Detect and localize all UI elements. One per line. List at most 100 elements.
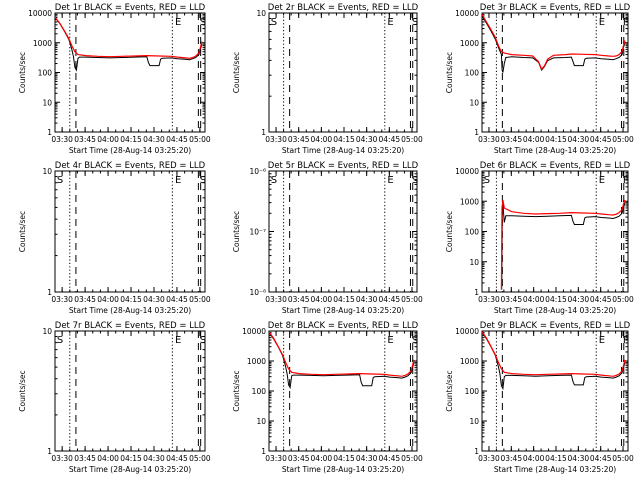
panel-title: Det 3r BLACK = Events, RED = LLD — [480, 3, 631, 13]
x-tick-label: 04:45 — [379, 295, 401, 304]
plot-frame — [54, 170, 206, 293]
y-tick-label: 1000 — [33, 39, 52, 48]
time-marker-label: E — [599, 17, 605, 28]
series-line-lld — [500, 199, 626, 290]
x-tick-label: 04:30 — [356, 454, 378, 463]
x-tick-label: 04:00 — [523, 454, 545, 463]
time-marker-label: E — [175, 335, 181, 346]
time-marker-label: S — [412, 17, 418, 28]
x-tick-label: 05:00 — [401, 454, 423, 463]
y-tick-label: 1 — [474, 128, 479, 137]
x-tick-label: 04:45 — [590, 454, 612, 463]
x-tick-label: 03:30 — [51, 454, 73, 463]
x-tick-label: 03:45 — [500, 454, 522, 463]
x-tick-label: 03:45 — [500, 295, 522, 304]
panel-title: Det 6r BLACK = Events, RED = LLD — [480, 161, 631, 171]
x-tick-label: 04:00 — [311, 454, 333, 463]
x-tick-label: 04:15 — [120, 454, 142, 463]
x-tick-label: 04:45 — [379, 454, 401, 463]
x-tick-label: 04:30 — [568, 454, 590, 463]
x-tick-label: 04:15 — [545, 295, 567, 304]
plot-frame — [481, 12, 629, 133]
series-line-lld — [55, 16, 203, 59]
y-tick-label: 1 — [261, 128, 266, 137]
x-tick-label: 05:00 — [189, 295, 211, 304]
x-tick-label: 04:30 — [143, 135, 165, 144]
series-line-events — [482, 332, 626, 391]
x-axis-label: Start Time (28-Aug-14 03:25:20) — [69, 465, 191, 474]
plot-frame — [481, 330, 629, 452]
y-tick-label: 1000 — [460, 39, 479, 48]
x-tick-label: 04:45 — [590, 135, 612, 144]
panel-det-3r: Det 3r BLACK = Events, RED = LLD 1 10 100 10… — [445, 3, 634, 155]
y-tick-label: 10 — [256, 417, 266, 426]
x-tick-label: 04:45 — [166, 135, 188, 144]
x-tick-label: 04:00 — [311, 135, 333, 144]
time-marker-label: E — [175, 175, 181, 186]
plot-frame — [481, 170, 629, 293]
x-tick-label: 04:15 — [333, 135, 355, 144]
panel-det-9r: Det 9r BLACK = Events, RED = LLD 1 10 100 10… — [445, 321, 634, 474]
y-tick-label: 100 — [465, 69, 480, 78]
y-tick-label: 1 — [47, 288, 52, 297]
y-tick-label: 10000 — [242, 327, 266, 336]
y-tick-label: 100 — [38, 69, 53, 78]
time-marker-label: S — [412, 335, 418, 346]
time-marker-label: S — [271, 175, 277, 186]
x-tick-label: 04:00 — [523, 135, 545, 144]
y-tick-label: 100 — [465, 387, 480, 396]
panel-title: Det 7r BLACK = Events, RED = LLD — [55, 321, 206, 331]
time-marker-label: S — [57, 175, 63, 186]
x-tick-label: 03:30 — [478, 295, 500, 304]
x-tick-label: 03:45 — [288, 454, 310, 463]
x-tick-label: 03:45 — [500, 135, 522, 144]
x-tick-label: 04:30 — [143, 454, 165, 463]
time-marker-label: E — [599, 335, 605, 346]
y-tick-label: 1 — [474, 288, 479, 297]
panel-title: Det 2r BLACK = Events, RED = LLD — [268, 3, 419, 13]
x-axis-label: Start Time (28-Aug-14 03:25:20) — [494, 306, 616, 315]
y-tick-label: 10000 — [455, 9, 479, 18]
y-tick-label: 1 — [47, 128, 52, 137]
x-tick-label: 04:30 — [356, 295, 378, 304]
x-tick-label: 04:00 — [523, 295, 545, 304]
x-tick-label: 05:00 — [612, 135, 634, 144]
x-tick-label: 03:30 — [478, 135, 500, 144]
time-marker-label: S — [200, 17, 206, 28]
x-tick-label: 04:00 — [311, 295, 333, 304]
panel-title: Det 1r BLACK = Events, RED = LLD — [55, 3, 206, 13]
x-tick-label: 04:45 — [166, 454, 188, 463]
x-tick-label: 04:15 — [120, 295, 142, 304]
y-axis-label: Counts/sec — [232, 52, 241, 93]
x-tick-label: 04:15 — [120, 135, 142, 144]
panel-det-8r: Det 8r BLACK = Events, RED = LLD 1 10 100 10… — [232, 321, 423, 474]
x-tick-label: 05:00 — [189, 454, 211, 463]
x-axis-label: Start Time (28-Aug-14 03:25:20) — [69, 146, 191, 155]
y-tick-label: 10 — [469, 258, 479, 267]
y-tick-label: 100 — [252, 387, 267, 396]
x-axis-label: Start Time (28-Aug-14 03:25:20) — [494, 146, 616, 155]
time-marker-label: E — [175, 17, 181, 28]
x-tick-label: 04:00 — [97, 454, 119, 463]
y-axis-label: Counts/sec — [232, 370, 241, 411]
y-tick-label: 10000 — [455, 327, 479, 336]
x-tick-label: 04:45 — [166, 295, 188, 304]
x-tick-label: 03:30 — [265, 454, 287, 463]
y-tick-label: 10 — [42, 167, 52, 176]
y-axis-label: Counts/sec — [18, 370, 27, 411]
time-marker-label: S — [57, 335, 63, 346]
time-marker-label: E — [387, 335, 393, 346]
x-tick-label: 03:30 — [265, 135, 287, 144]
x-tick-label: 04:15 — [333, 295, 355, 304]
y-tick-label: 10 — [469, 417, 479, 426]
y-tick-label: 10⁻⁶ — [249, 167, 266, 176]
plot-frame — [268, 330, 418, 452]
series-line-events — [501, 202, 626, 290]
panel-det-2r: Det 2r BLACK = Events, RED = LLD 1 10 Count… — [232, 3, 423, 155]
series-line-lld — [482, 331, 626, 377]
time-marker-label: F — [623, 175, 629, 186]
y-axis-label: Counts/sec — [18, 211, 27, 252]
x-tick-label: 04:00 — [97, 135, 119, 144]
y-tick-label: 1 — [47, 447, 52, 456]
time-marker-label: S — [200, 175, 206, 186]
